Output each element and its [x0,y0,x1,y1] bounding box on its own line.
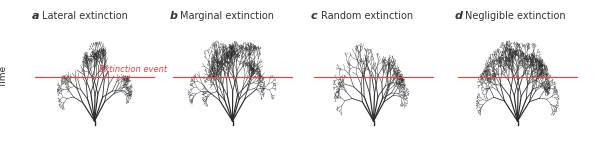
Text: Lateral extinction: Lateral extinction [42,12,128,21]
Text: c: c [311,12,317,21]
Text: Negligible extinction: Negligible extinction [465,12,566,21]
Text: b: b [170,12,178,21]
Text: Time: Time [0,66,8,88]
Text: a: a [32,12,39,21]
Text: Marginal extinction: Marginal extinction [180,12,274,21]
Text: d: d [455,12,463,21]
Text: Extinction event: Extinction event [100,65,167,74]
Text: Random extinction: Random extinction [321,12,413,21]
